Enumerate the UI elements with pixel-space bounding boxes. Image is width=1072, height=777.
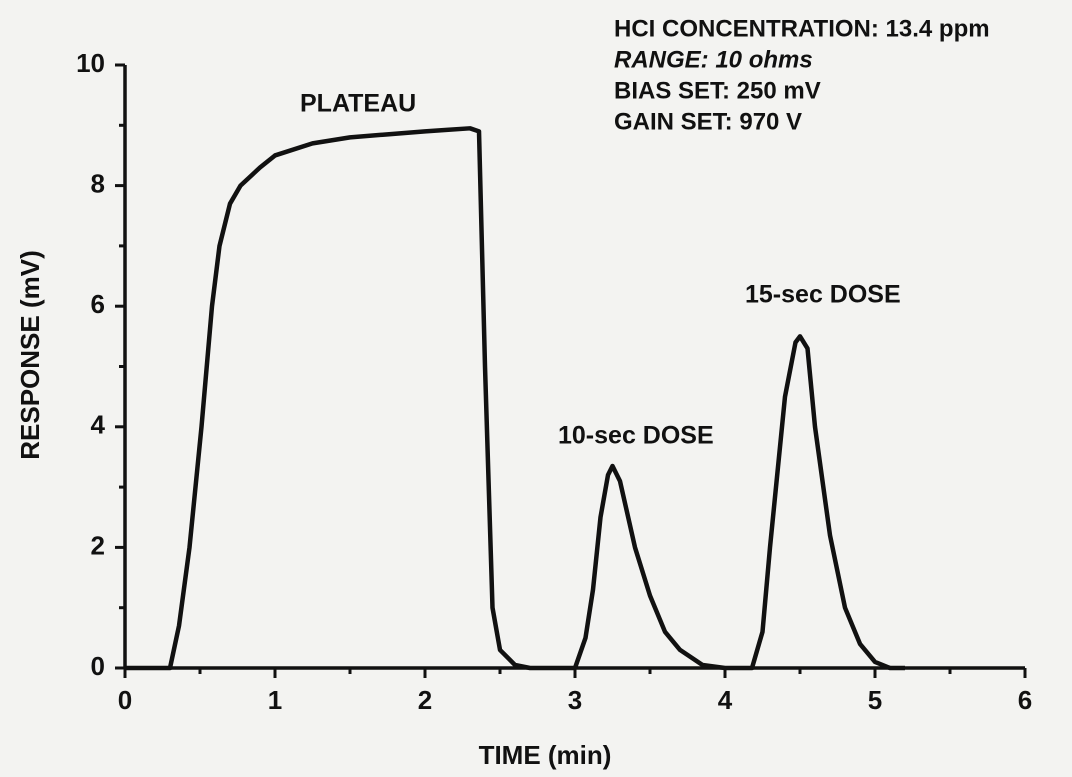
x-tick-label: 3 (568, 685, 582, 715)
y-tick-label: 6 (91, 289, 105, 319)
info-line: HCI CONCENTRATION: 13.4 ppm (614, 15, 990, 42)
x-tick-label: 1 (268, 685, 282, 715)
y-axis-label: RESPONSE (mV) (15, 250, 45, 460)
data-line (125, 126, 905, 671)
annotation: 10-sec DOSE (558, 422, 714, 450)
y-tick-label: 8 (91, 168, 105, 198)
x-axis-label: TIME (min) (479, 740, 612, 770)
x-tick-label: 0 (118, 685, 132, 715)
x-tick-label: 2 (418, 685, 432, 715)
y-tick-label: 0 (91, 651, 105, 681)
info-line: BIAS SET: 250 mV (614, 77, 821, 104)
info-line: GAIN SET: 970 V (614, 108, 802, 135)
annotation: 15-sec DOSE (745, 281, 901, 309)
y-tick-label: 10 (76, 48, 105, 78)
y-tick-label: 2 (91, 530, 105, 560)
x-tick-label: 4 (718, 685, 733, 715)
y-tick-label: 4 (91, 410, 106, 440)
annotation: PLATEAU (300, 90, 416, 118)
x-tick-label: 5 (868, 685, 882, 715)
x-tick-label: 6 (1018, 685, 1032, 715)
info-line: RANGE: 10 ohms (614, 46, 813, 73)
